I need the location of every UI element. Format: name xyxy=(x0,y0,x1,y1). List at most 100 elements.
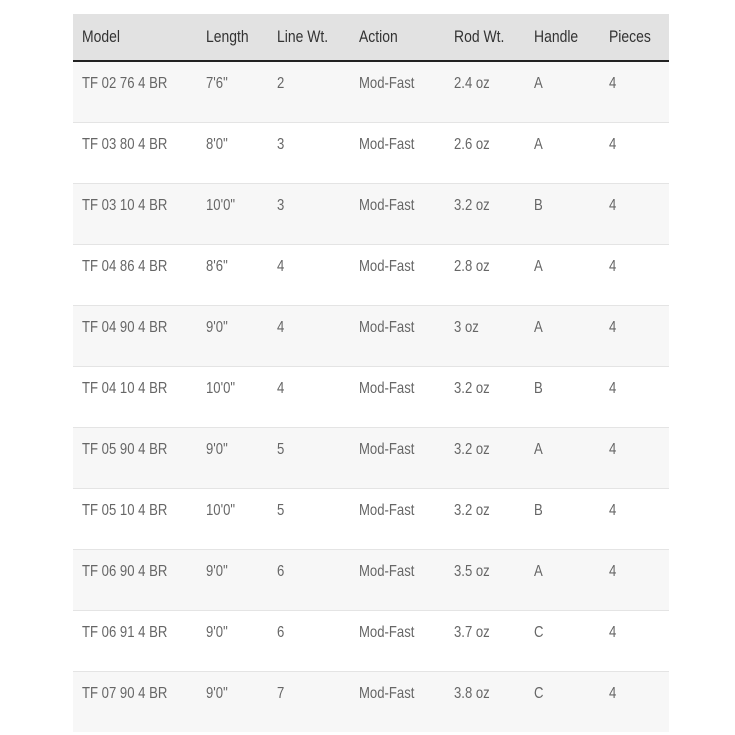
cell-text: 9'0" xyxy=(206,684,228,702)
cell-action: Mod-Fast xyxy=(350,426,445,488)
cell-model: TF 06 90 4 BR xyxy=(73,548,197,610)
cell-text: 4 xyxy=(609,135,617,153)
cell-text: B xyxy=(534,196,543,214)
column-header-pieces: Pieces xyxy=(600,14,669,62)
cell-action: Mod-Fast xyxy=(350,243,445,305)
rod-spec-table: Model Length Line Wt. Action Rod Wt. Handle Pi… xyxy=(73,14,669,732)
cell-rod-weight: 3.2 oz xyxy=(445,487,525,549)
cell-text: 5 xyxy=(277,501,285,519)
cell-text: Mod-Fast xyxy=(359,379,415,397)
cell-handle: A xyxy=(525,121,600,183)
cell-text: C xyxy=(534,623,544,641)
cell-model: TF 04 90 4 BR xyxy=(73,304,197,366)
cell-action: Mod-Fast xyxy=(350,182,445,244)
cell-length: 9'0" xyxy=(197,304,268,366)
cell-text: 6 xyxy=(277,562,285,580)
table-row: TF 03 10 4 BR 10'0" 3 Mod-Fast 3.2 oz B 4 xyxy=(73,182,669,244)
table-row: TF 05 10 4 BR 10'0" 5 Mod-Fast 3.2 oz B 4 xyxy=(73,487,669,549)
table-row: TF 06 91 4 BR 9'0" 6 Mod-Fast 3.7 oz C 4 xyxy=(73,609,669,671)
cell-text: B xyxy=(534,379,543,397)
cell-text: 3.2 oz xyxy=(454,440,490,458)
cell-pieces: 4 xyxy=(600,60,669,122)
cell-text: Mod-Fast xyxy=(359,257,415,275)
cell-text: A xyxy=(534,318,543,336)
cell-text: 8'0" xyxy=(206,135,228,153)
cell-text: Mod-Fast xyxy=(359,623,415,641)
cell-length: 8'6" xyxy=(197,243,268,305)
cell-text: 10'0" xyxy=(206,501,236,519)
cell-text: 3 xyxy=(277,196,285,214)
cell-handle: B xyxy=(525,487,600,549)
cell-length: 9'0" xyxy=(197,670,268,732)
cell-handle: A xyxy=(525,304,600,366)
cell-text: A xyxy=(534,75,543,92)
cell-model: TF 04 86 4 BR xyxy=(73,243,197,305)
cell-text: B xyxy=(534,501,543,519)
cell-handle: C xyxy=(525,670,600,732)
column-header-action: Action xyxy=(350,14,445,62)
cell-text: Mod-Fast xyxy=(359,501,415,519)
cell-pieces: 4 xyxy=(600,426,669,488)
cell-handle: A xyxy=(525,426,600,488)
cell-rod-weight: 3.5 oz xyxy=(445,548,525,610)
cell-text: 4 xyxy=(609,684,617,702)
cell-pieces: 4 xyxy=(600,548,669,610)
cell-action: Mod-Fast xyxy=(350,365,445,427)
cell-text: 4 xyxy=(277,379,285,397)
cell-model: TF 06 91 4 BR xyxy=(73,609,197,671)
cell-text: 9'0" xyxy=(206,318,228,336)
column-header-label: Handle xyxy=(534,27,579,46)
cell-line-weight: 5 xyxy=(268,487,350,549)
cell-action: Mod-Fast xyxy=(350,121,445,183)
cell-text: TF 04 86 4 BR xyxy=(82,257,168,275)
cell-text: 4 xyxy=(609,562,617,580)
cell-model: TF 04 10 4 BR xyxy=(73,365,197,427)
cell-rod-weight: 3.2 oz xyxy=(445,365,525,427)
cell-handle: A xyxy=(525,60,600,122)
cell-pieces: 4 xyxy=(600,304,669,366)
cell-rod-weight: 2.6 oz xyxy=(445,121,525,183)
cell-handle: B xyxy=(525,365,600,427)
cell-text: 4 xyxy=(609,75,617,92)
cell-line-weight: 3 xyxy=(268,182,350,244)
cell-text: TF 03 80 4 BR xyxy=(82,135,168,153)
cell-action: Mod-Fast xyxy=(350,60,445,122)
column-header-model: Model xyxy=(73,14,197,62)
cell-text: Mod-Fast xyxy=(359,440,415,458)
cell-handle: C xyxy=(525,609,600,671)
cell-length: 7'6" xyxy=(197,60,268,122)
cell-text: 4 xyxy=(609,257,617,275)
cell-text: Mod-Fast xyxy=(359,196,415,214)
cell-text: TF 03 10 4 BR xyxy=(82,196,168,214)
cell-text: TF 02 76 4 BR xyxy=(82,75,168,92)
cell-text: Mod-Fast xyxy=(359,135,415,153)
table-header-row: Model Length Line Wt. Action Rod Wt. Handle Pi… xyxy=(73,14,669,62)
cell-text: 3.8 oz xyxy=(454,684,490,702)
cell-length: 10'0" xyxy=(197,182,268,244)
column-header-label: Pieces xyxy=(609,27,651,46)
cell-text: 9'0" xyxy=(206,440,228,458)
cell-rod-weight: 2.4 oz xyxy=(445,60,525,122)
cell-text: 3.2 oz xyxy=(454,501,490,519)
cell-length: 10'0" xyxy=(197,487,268,549)
column-header-rod-weight: Rod Wt. xyxy=(445,14,525,62)
cell-text: 7'6" xyxy=(206,75,228,92)
cell-line-weight: 2 xyxy=(268,60,350,122)
cell-text: TF 07 90 4 BR xyxy=(82,684,168,702)
cell-pieces: 4 xyxy=(600,243,669,305)
cell-pieces: 4 xyxy=(600,487,669,549)
cell-text: 4 xyxy=(277,257,285,275)
cell-handle: A xyxy=(525,548,600,610)
cell-text: 4 xyxy=(609,318,617,336)
cell-text: 4 xyxy=(277,318,285,336)
cell-length: 8'0" xyxy=(197,121,268,183)
cell-text: 3.5 oz xyxy=(454,562,490,580)
column-header-label: Model xyxy=(82,27,120,46)
cell-action: Mod-Fast xyxy=(350,609,445,671)
cell-line-weight: 4 xyxy=(268,243,350,305)
cell-text: TF 06 90 4 BR xyxy=(82,562,168,580)
cell-rod-weight: 3.7 oz xyxy=(445,609,525,671)
table-row: TF 02 76 4 BR 7'6" 2 Mod-Fast 2.4 oz A 4 xyxy=(73,60,669,122)
cell-rod-weight: 3.2 oz xyxy=(445,182,525,244)
cell-line-weight: 5 xyxy=(268,426,350,488)
